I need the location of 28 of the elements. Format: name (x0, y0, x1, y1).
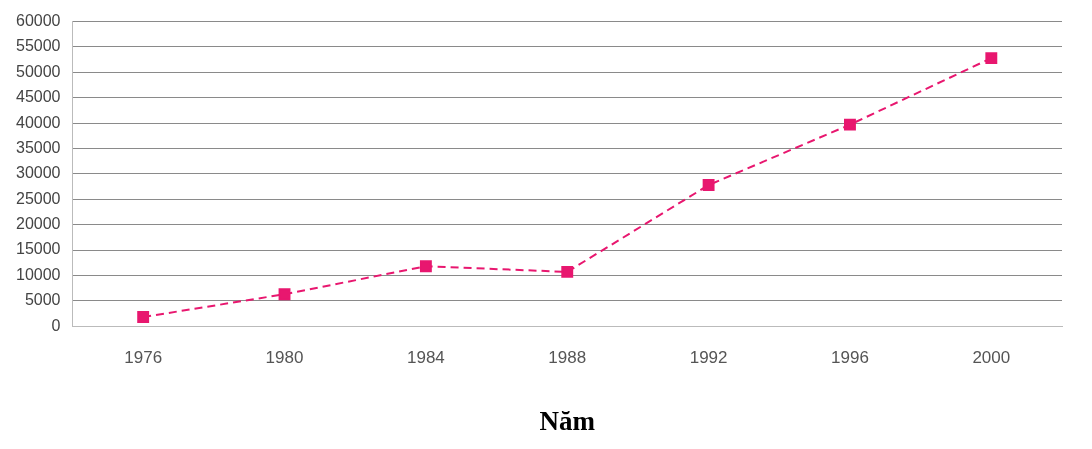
y-tick-label: 5000 (24, 291, 61, 309)
y-tick-label: 40000 (15, 113, 61, 131)
x-tick-label: 1992 (689, 348, 728, 368)
x-tick-label: 2000 (972, 348, 1011, 368)
point (702, 179, 715, 192)
x-tick-label: 1996 (831, 348, 869, 368)
point (561, 265, 574, 278)
y-tick-label: 55000 (15, 37, 61, 55)
point (844, 118, 856, 131)
x-tick-label: 1980 (265, 348, 304, 368)
point (137, 311, 150, 324)
x-tick-label: 1976 (124, 348, 163, 368)
point (985, 52, 998, 65)
point (278, 288, 291, 301)
y-tick-label: 25000 (15, 189, 61, 207)
x-tick-label: 1984 (406, 348, 445, 368)
y-tick-label: 20000 (15, 215, 61, 233)
y-tick-label: 45000 (15, 88, 61, 106)
y-tick-label: 15000 (15, 240, 61, 258)
y-tick-label: 30000 (15, 164, 61, 182)
y-tick-label: 50000 (15, 62, 61, 80)
y-tick-label: 60000 (15, 12, 61, 30)
point (419, 260, 432, 273)
y-tick-label: 35000 (15, 138, 61, 156)
x-axis-title: Năm (539, 405, 596, 436)
x-tick-label: 1988 (548, 348, 587, 368)
y-tick-label: 10000 (15, 265, 61, 283)
y-tick-label: 0 (51, 316, 61, 334)
